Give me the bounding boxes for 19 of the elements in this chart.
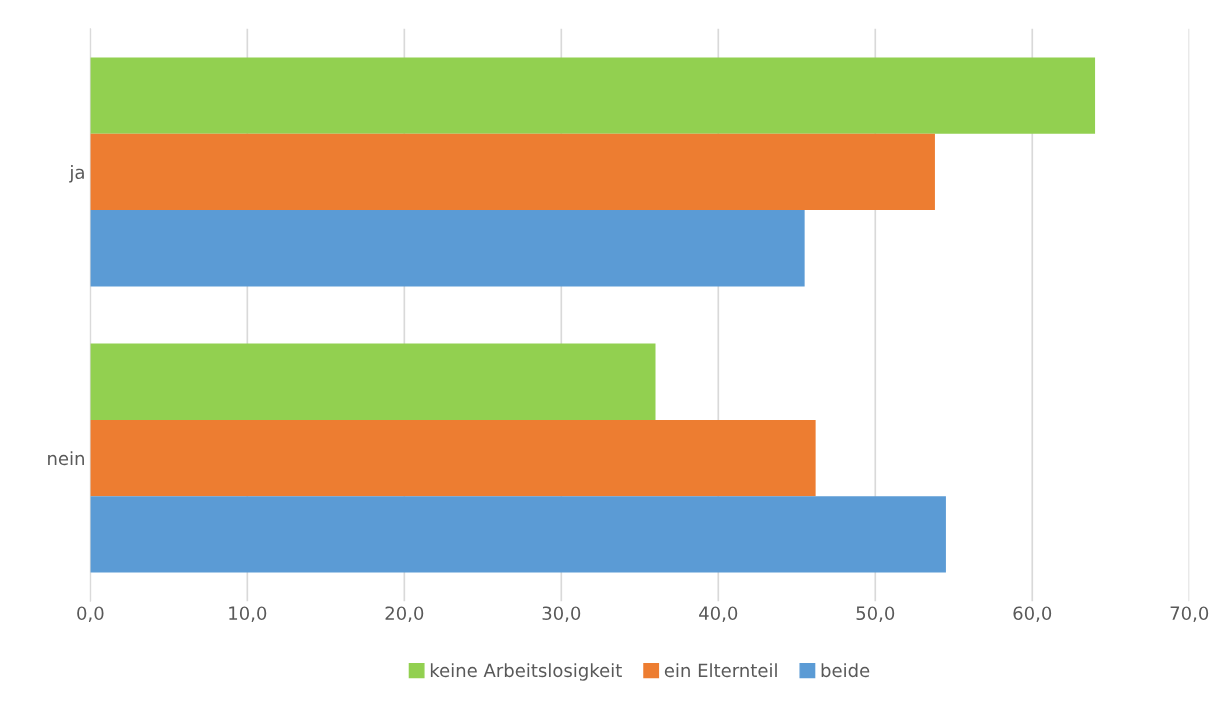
x-tick-label: 60,0	[1013, 606, 1052, 622]
bar	[90, 133, 935, 211]
x-tick-label: 50,0	[856, 606, 895, 622]
legend-label: ein Elternteil	[664, 663, 777, 678]
bar	[90, 210, 805, 287]
x-tick-label: 20,0	[385, 606, 424, 622]
x-tick-label: 10,0	[229, 606, 267, 622]
x-tick-label: 40,0	[699, 606, 738, 622]
bar	[90, 419, 816, 497]
y-tick-label: ja	[69, 165, 84, 183]
x-tick-label: 0,0	[77, 606, 104, 622]
x-tick-label: 30,0	[542, 606, 581, 622]
bar	[90, 57, 1096, 134]
bar	[90, 343, 656, 420]
bar	[90, 496, 946, 573]
legend-label: beide	[821, 663, 870, 678]
legend-label: keine Arbeitslosigkeit	[430, 663, 622, 681]
y-tick-label: nein	[48, 451, 84, 466]
x-tick-label: 70,0	[1170, 606, 1209, 622]
